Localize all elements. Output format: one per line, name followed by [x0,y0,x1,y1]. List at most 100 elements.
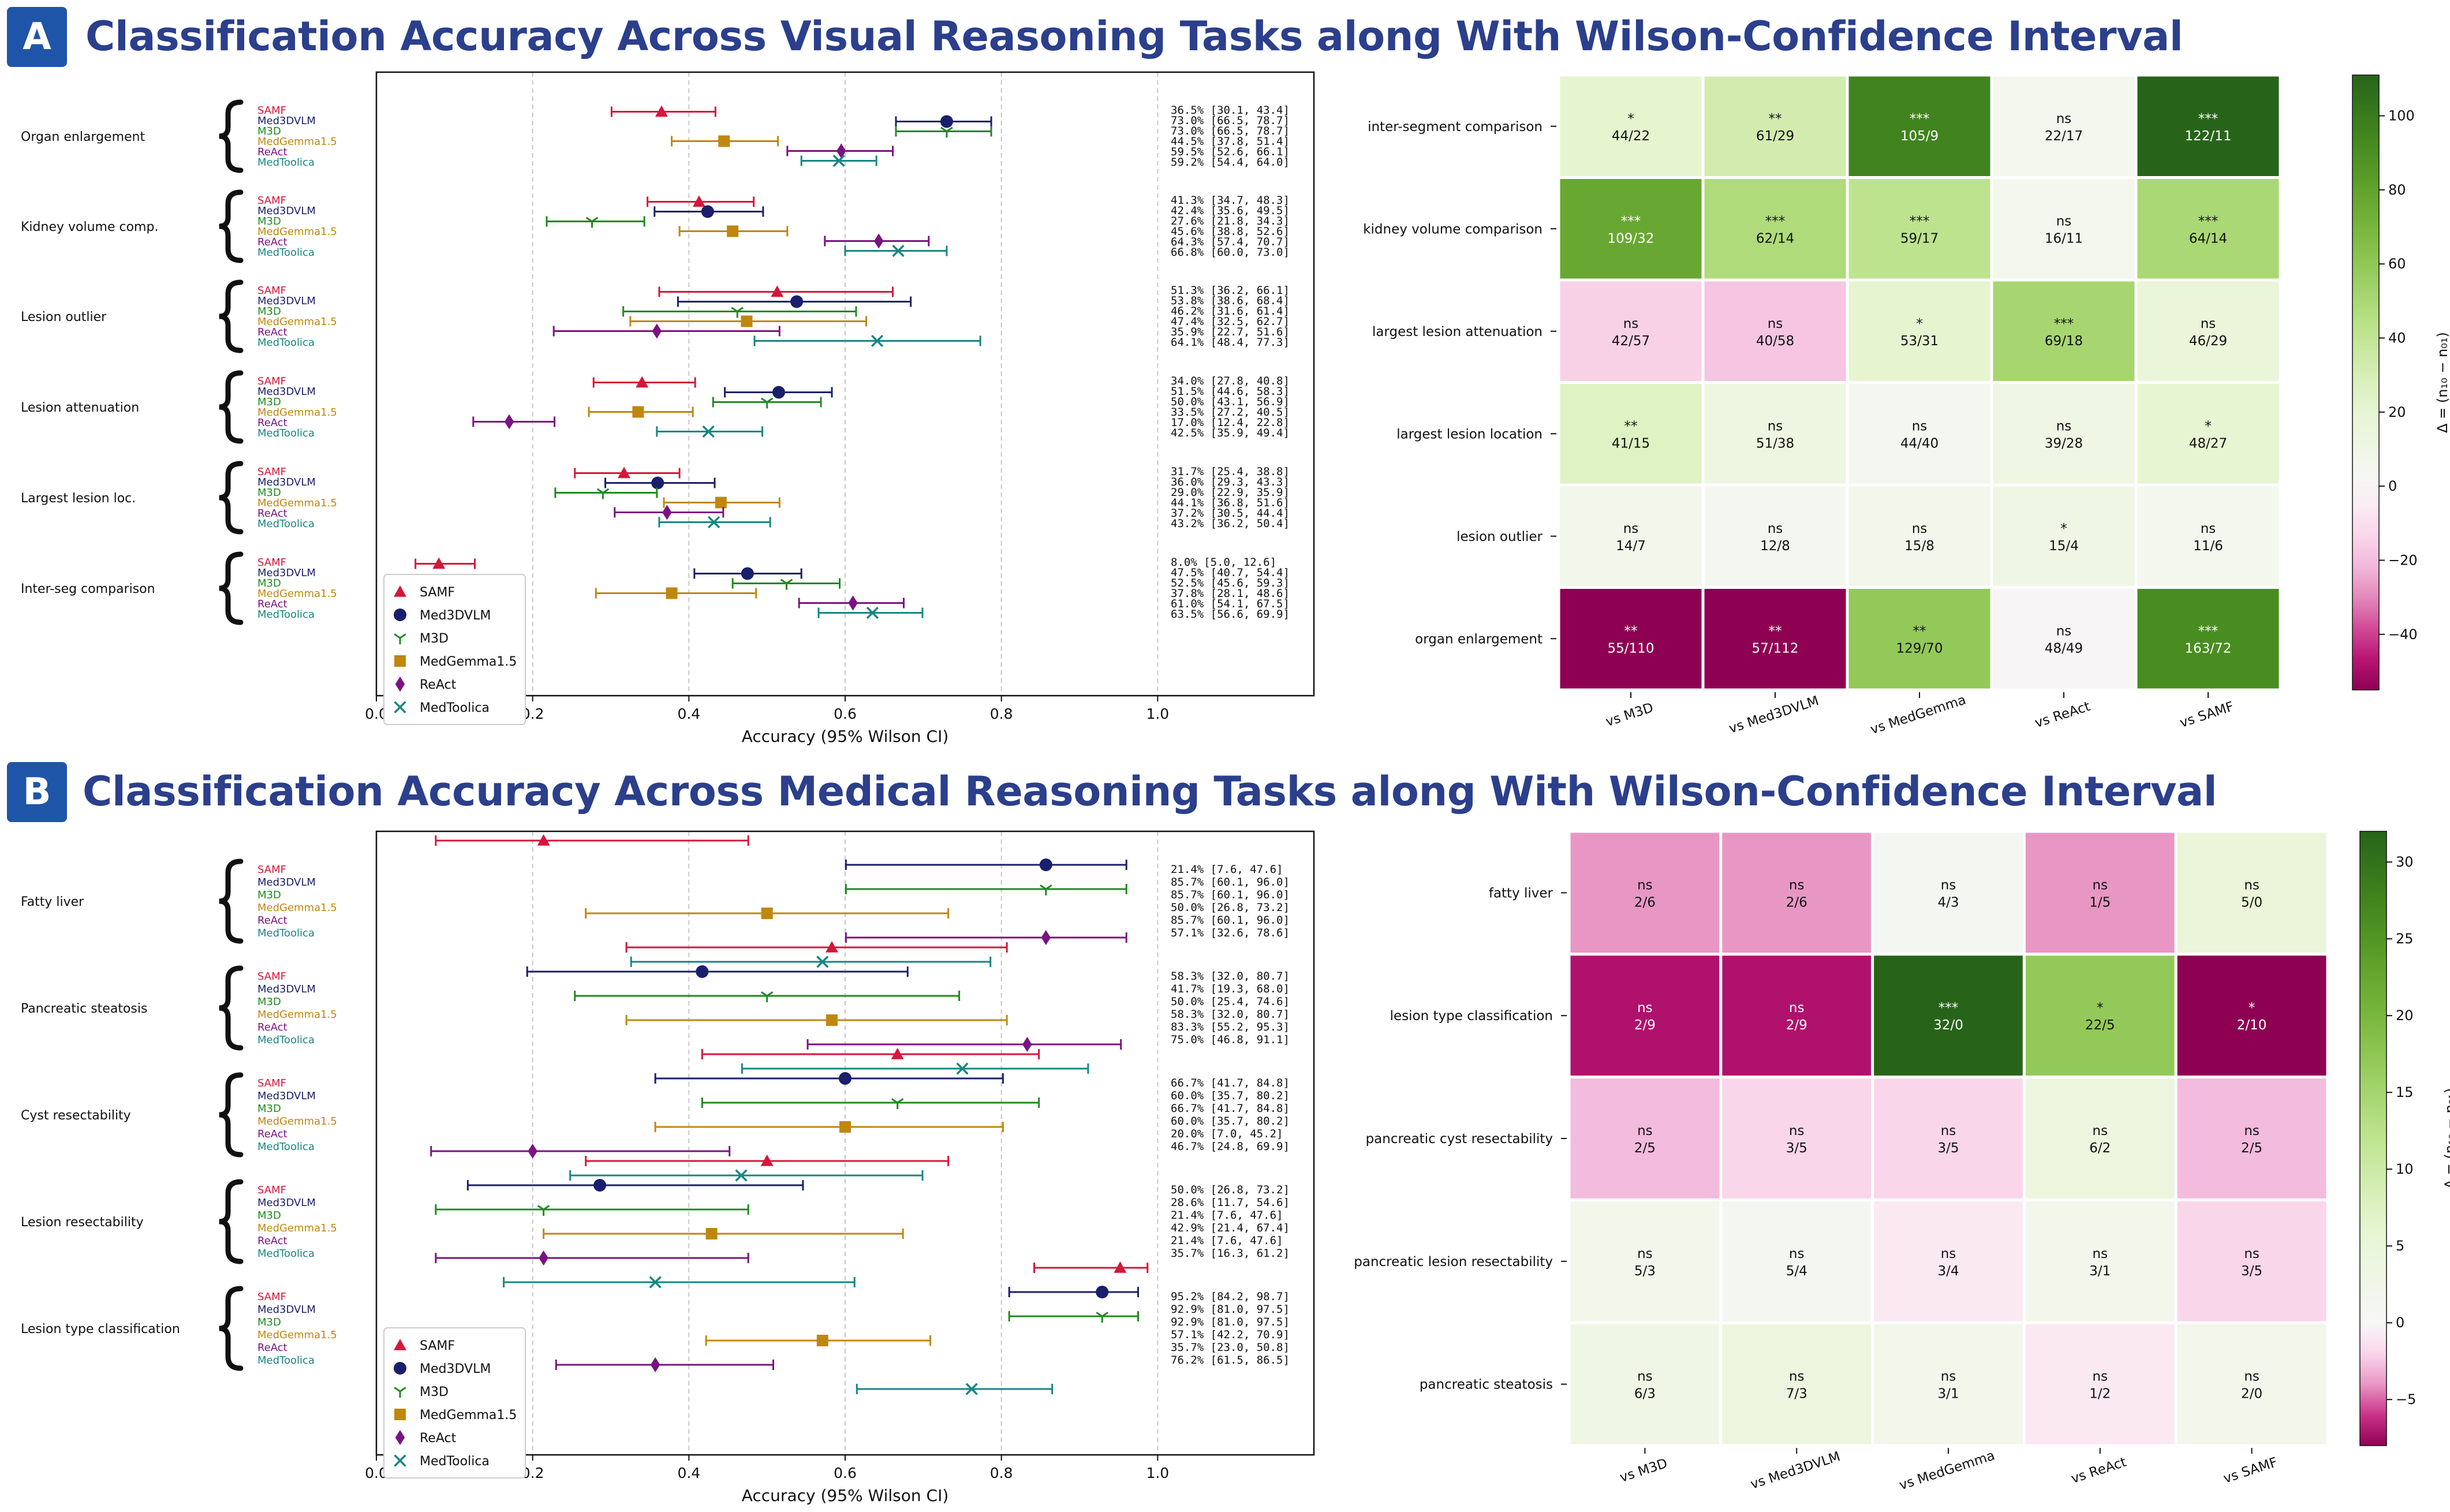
model-label: ReAct [257,1235,287,1247]
cell-significance: ns [2244,1369,2259,1384]
model-label: SAMF [257,285,286,297]
model-label: Med3DVLM [257,1197,316,1209]
value-label: 63.5% [56.6, 69.9] [1171,608,1290,621]
legend-label: MedToolica [420,701,490,715]
cell-significance: ns [2244,878,2259,893]
cell-counts: 129/70 [1896,641,1943,656]
legend-marker [394,1362,406,1375]
legend-marker [394,585,406,597]
legend-label: MedGemma1.5 [420,1408,517,1423]
cell-fill [1846,176,1993,282]
point-marker [596,488,610,499]
model-label: Med3DVLM [257,876,316,888]
task-label: Largest lesion loc. [21,491,136,506]
cell-counts: 3/5 [1786,1141,1807,1156]
task-group: Fatty liver SAMF 21.4% [7.6, 47.6] Med3DVLM… [21,834,1290,968]
point-marker [731,307,744,318]
value-label: 41.3% [34.7, 48.3] [1171,194,1290,207]
cell-significance: ns [1637,1246,1653,1261]
legend-label: ReAct [420,678,457,692]
cell-significance: *** [1621,214,1641,229]
cell-counts: 51/38 [1756,436,1794,451]
heatmap-cell: ns 2/9 [1719,953,1874,1079]
x-axis-label: Accuracy (95% Wilson CI) [742,727,949,746]
point-marker [956,1062,969,1075]
cell-counts: 7/3 [1786,1387,1807,1402]
cell-significance: ns [1789,878,1805,893]
value-label: 41.7% [19.3, 68.0] [1171,983,1290,995]
model-label: M3D [257,1103,281,1115]
cell-significance: ** [1913,624,1926,639]
model-label: MedGemma1.5 [257,1329,337,1341]
cell-significance: ns [1768,419,1783,434]
value-label: 42.4% [35.6, 49.5] [1171,204,1290,217]
cell-fill [2134,483,2282,589]
task-label: Lesion outlier [21,310,107,324]
model-label: M3D [257,125,281,137]
cell-fill [1871,953,2026,1079]
task-group: Largest lesion loc. SAMF 31.7% [25.4, 38.8… [21,461,1290,535]
heatmap-cell: *** 64/14 [2134,176,2282,282]
task-group: Lesion outlier SAMF 51.3% [36.2, 66.1] Med3… [21,279,1290,353]
heatmap-cell: ns 3/5 [1719,1076,1874,1201]
value-label: 60.0% [35.7, 80.2] [1171,1115,1290,1128]
colorbar-tick-label: 20 [2396,1007,2414,1024]
cell-fill [2174,1076,2329,1201]
model-label: MedToolica [257,608,315,621]
cell-significance: ** [1769,111,1782,126]
cell-counts: 4/3 [1937,895,1959,910]
model-label: Med3DVLM [257,983,316,995]
row-label: lesion type classification [1390,1009,1553,1024]
legend-label: Med3DVLM [420,608,491,623]
row-label: largest lesion location [1396,427,1543,442]
value-label: 60.0% [35.7, 80.2] [1171,1089,1290,1102]
heatmap-cell: *** 59/17 [1846,176,1993,282]
row-label: pancreatic cyst resectability [1366,1132,1553,1147]
model-label: Med3DVLM [257,1090,316,1102]
cell-significance: ns [1623,316,1639,331]
heatmap-cell: ns 2/9 [1567,953,1723,1079]
cell-significance: * [2060,521,2067,536]
model-label: SAMF [257,466,286,478]
point-marker [708,516,720,529]
cell-fill [1557,278,1705,384]
point-marker [432,557,446,569]
point-marker [504,414,514,430]
model-label: Med3DVLM [257,386,316,398]
model-label: ReAct [257,914,287,927]
heatmap-cell: ns 1/5 [2022,830,2178,956]
value-label: 44.1% [36.8, 51.6] [1171,496,1290,509]
cell-fill [1701,278,1849,384]
colorbar-tick-label: 60 [2388,256,2406,272]
cell-counts: 41/15 [1612,436,1650,451]
task-label: Organ enlargement [21,130,145,144]
point-marker [816,1335,828,1346]
model-label: ReAct [257,236,287,248]
column-label: vs SAMF [2221,1455,2279,1487]
cell-significance: ns [2056,111,2072,126]
model-label: MedGemma1.5 [257,1222,337,1234]
value-label: 73.0% [66.5, 78.7] [1171,125,1290,137]
heatmap-cell: ** 129/70 [1846,586,1993,692]
colorbar-tick-label: 5 [2396,1238,2404,1254]
cell-significance: *** [1939,1000,1959,1016]
point-marker [705,1228,718,1240]
model-label: SAMF [257,375,286,387]
value-label: 31.7% [25.4, 38.8] [1171,465,1290,478]
heatmap-cell: ns 48/49 [1990,586,2138,692]
heatmap-cell: ns 15/8 [1846,483,1993,589]
heatmap-cell: *** 32/0 [1871,953,2026,1079]
cell-fill [2134,73,2282,179]
model-label: M3D [257,396,281,408]
heatmap-cell: ns 3/5 [1871,1076,2026,1201]
row-label: pancreatic steatosis [1420,1377,1553,1392]
value-label: 34.0% [27.8, 40.8] [1171,375,1290,387]
cell-counts: 57/112 [1752,641,1799,656]
cell-fill [1701,483,1849,589]
point-marker [696,965,709,978]
value-label: 51.5% [44.6, 58.3] [1171,385,1290,398]
cell-counts: 163/72 [2185,641,2232,656]
value-label: 64.1% [48.4, 77.3] [1171,336,1290,349]
cell-significance: ns [2093,1369,2108,1384]
legend-label: M3D [420,1385,449,1399]
